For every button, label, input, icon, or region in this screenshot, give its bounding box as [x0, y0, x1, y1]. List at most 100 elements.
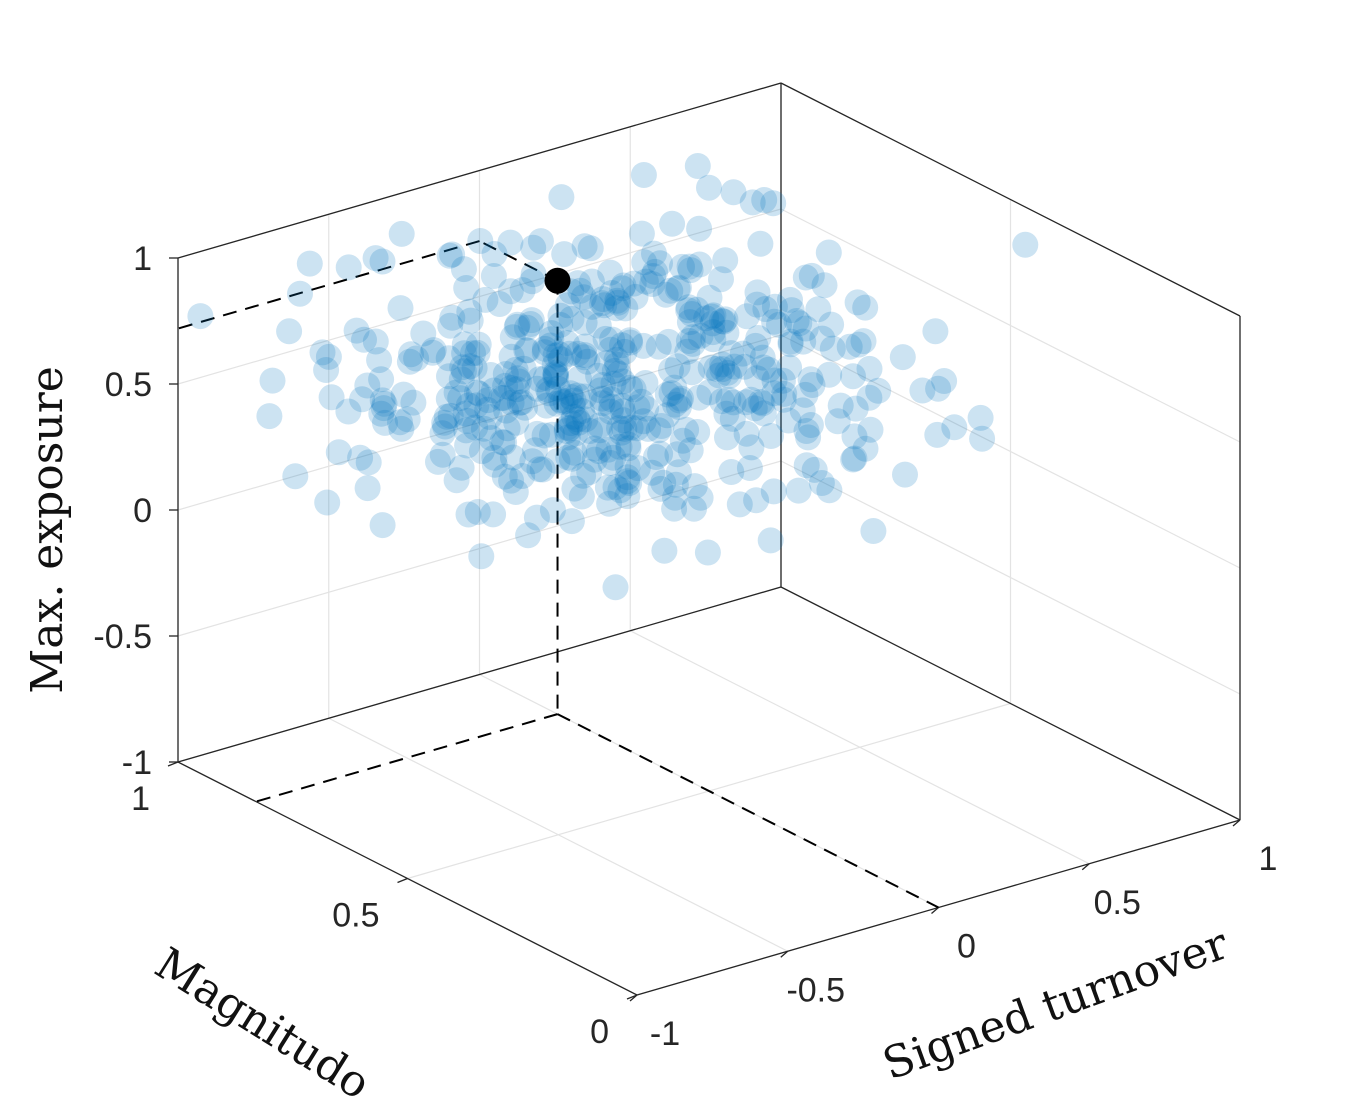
scatter-point: [362, 328, 389, 355]
scatter-point: [827, 392, 854, 419]
scatter-point: [567, 277, 594, 304]
axes-edge: [780, 82, 1241, 317]
scatter-point: [699, 319, 726, 346]
scatter-point: [464, 339, 491, 366]
scatter-point: [435, 345, 462, 372]
scatter-point: [731, 353, 758, 380]
scatter-point: [597, 259, 624, 286]
scatter-point: [572, 333, 599, 360]
scatter-point: [681, 473, 708, 500]
scatter-point: [568, 483, 595, 510]
scatter-point: [555, 444, 582, 471]
scatter-point: [686, 251, 713, 278]
scatter-point: [585, 438, 612, 465]
scatter-point: [564, 340, 591, 367]
scatter-point: [645, 417, 672, 444]
scatter-point: [572, 406, 599, 433]
x-tick-mark: [1232, 819, 1241, 827]
scatter-point: [454, 407, 481, 434]
scatter-point: [609, 368, 636, 395]
scatter-point: [801, 456, 828, 483]
scatter-point: [836, 333, 863, 360]
scatter-point: [713, 319, 740, 346]
scatter-point: [749, 344, 776, 371]
scatter-point: [499, 444, 526, 471]
scatter-point: [419, 339, 446, 366]
scatter-point: [560, 387, 587, 414]
scatter-points: [187, 153, 1039, 601]
scatter-point: [335, 254, 362, 281]
scatter-point: [314, 489, 341, 516]
z-tick-label: 0: [133, 492, 152, 530]
scatter-point: [761, 380, 788, 407]
scatter-point: [716, 363, 743, 390]
scatter-point: [351, 326, 377, 353]
scatter-point: [639, 271, 666, 297]
scatter-point: [518, 307, 545, 334]
x-tick-label: 0.5: [1094, 884, 1141, 922]
scatter-point: [661, 374, 688, 401]
scatter-point: [614, 468, 641, 495]
scatter-point: [594, 474, 621, 501]
scatter-point: [506, 389, 533, 416]
scatter-point: [640, 263, 667, 289]
scatter-point: [770, 386, 797, 413]
scatter-point: [606, 433, 633, 460]
scatter-point: [526, 456, 553, 483]
scatter-point: [769, 367, 796, 394]
scatter-point: [455, 501, 482, 528]
scatter-point: [675, 328, 702, 354]
scatter-point: [602, 574, 629, 601]
scatter-point: [576, 459, 603, 486]
scatter-point: [369, 248, 396, 275]
x-axis-label: Signed turnover: [876, 918, 1235, 1090]
scatter-point: [778, 297, 805, 324]
scatter-point: [611, 338, 638, 365]
scatter-point: [739, 189, 766, 216]
scatter-point: [432, 413, 459, 440]
scatter-point: [571, 233, 598, 260]
scatter-point: [480, 263, 507, 289]
scatter-point: [450, 358, 477, 385]
scatter-point: [865, 377, 892, 404]
scatter-point: [597, 398, 624, 425]
scatter-point: [400, 389, 427, 416]
scatter-point: [969, 425, 996, 452]
scatter-point: [744, 279, 771, 306]
scatter-point: [743, 365, 770, 392]
scatter-point: [503, 376, 530, 403]
scatter-point: [574, 348, 601, 375]
scatter-point: [609, 275, 636, 302]
scatter-point: [420, 337, 447, 364]
scatter-point: [635, 415, 662, 442]
scatter-point: [665, 274, 692, 301]
scatter-point: [597, 450, 624, 476]
scatter-point: [641, 240, 667, 267]
scatter-point: [650, 469, 677, 496]
scatter-point: [589, 372, 616, 398]
scatter-point: [318, 384, 345, 411]
scatter-point: [309, 339, 336, 366]
scatter-point: [597, 336, 624, 363]
scatter-point: [497, 229, 524, 256]
scatter-point: [443, 467, 470, 494]
scatter-point: [761, 367, 788, 394]
scatter-point: [798, 262, 825, 289]
scatter-point: [439, 304, 466, 331]
scatter-point: [745, 325, 772, 351]
x-tick-label: 0: [957, 928, 976, 966]
scatter-point: [857, 416, 884, 443]
scatter-point: [792, 381, 819, 408]
scatter-point: [497, 278, 524, 305]
scatter-point: [491, 429, 518, 456]
grid-line: [177, 460, 782, 637]
scatter-point: [558, 384, 584, 410]
scatter-point: [681, 495, 707, 522]
scatter-point: [699, 310, 726, 337]
scatter-point: [604, 289, 631, 316]
scatter-point: [654, 381, 681, 408]
scatter-point: [585, 312, 612, 339]
scatter-point: [889, 344, 916, 371]
scatter-point: [786, 310, 813, 337]
scatter-point: [713, 400, 740, 427]
